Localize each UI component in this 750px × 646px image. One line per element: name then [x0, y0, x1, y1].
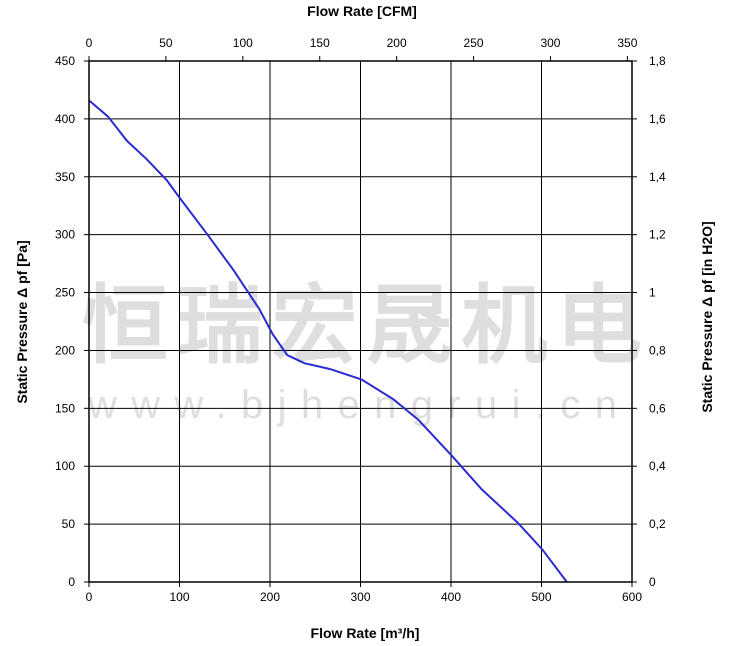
x-tick-label: 400 [441, 590, 461, 604]
x2-axis-label: Flow Rate [CFM] [307, 3, 417, 19]
y2-tick-label: 1,2 [649, 228, 666, 242]
y-tick-label: 100 [55, 459, 75, 473]
y2-tick-label: 0,8 [649, 343, 666, 357]
x2-tick-label: 150 [310, 36, 330, 50]
x2-tick-label: 250 [464, 36, 484, 50]
y-tick-label: 450 [55, 54, 75, 68]
y-tick-label: 400 [55, 112, 75, 126]
y-tick-label: 300 [55, 228, 75, 242]
y2-tick-label: 1 [649, 286, 656, 300]
y2-tick-label: 1,4 [649, 170, 666, 184]
x-tick-label: 500 [531, 590, 551, 604]
x-tick-label: 100 [169, 590, 189, 604]
x2-tick-label: 200 [387, 36, 407, 50]
y2-tick-label: 0 [649, 575, 656, 589]
y2-tick-label: 1,6 [649, 112, 666, 126]
svg-text:www.bjhengrui.cn: www.bjhengrui.cn [87, 383, 638, 427]
grid [88, 60, 633, 583]
y-tick-label: 200 [55, 343, 75, 357]
y2-tick-label: 0,6 [649, 401, 666, 415]
plot-frame [88, 60, 633, 583]
x2-tick-label: 300 [540, 36, 560, 50]
x2-tick-label: 50 [159, 36, 173, 50]
watermark: 恒瑞宏晟机电 www.bjhengrui.cn [82, 278, 642, 427]
x2-tick-label: 0 [86, 36, 93, 50]
y2-tick-label: 0,4 [649, 459, 666, 473]
x2-tick-label: 350 [617, 36, 637, 50]
x-tick-label: 200 [260, 590, 280, 604]
x-tick-label: 0 [86, 590, 93, 604]
x-axis-label: Flow Rate [m³/h] [311, 625, 420, 641]
y-tick-label: 150 [55, 401, 75, 415]
x-tick-label: 300 [350, 590, 370, 604]
y2-tick-label: 0,2 [649, 517, 666, 531]
y-tick-label: 50 [62, 517, 76, 531]
x-tick-label: 600 [622, 590, 642, 604]
y-tick-label: 0 [68, 575, 75, 589]
y2-axis-label: Static Pressure Δ pf [in H2O] [699, 221, 715, 412]
y-tick-label: 250 [55, 286, 75, 300]
series-line [88, 99, 568, 583]
x2-tick-label: 100 [233, 36, 253, 50]
y-axis-label: Static Pressure Δ pf [Pa] [14, 240, 30, 403]
y2-tick-label: 1,8 [649, 54, 666, 68]
y-tick-label: 350 [55, 170, 75, 184]
